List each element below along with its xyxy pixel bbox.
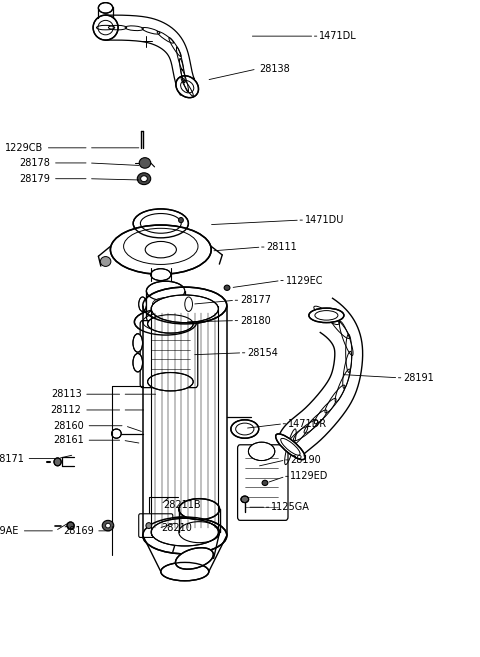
Text: 28191: 28191 bbox=[403, 373, 434, 383]
Ellipse shape bbox=[133, 334, 143, 352]
Text: 28112: 28112 bbox=[51, 405, 82, 415]
Ellipse shape bbox=[110, 225, 211, 275]
Ellipse shape bbox=[147, 315, 193, 333]
Ellipse shape bbox=[151, 518, 218, 546]
Text: 28154: 28154 bbox=[247, 348, 278, 358]
Ellipse shape bbox=[143, 517, 227, 554]
Ellipse shape bbox=[146, 281, 185, 301]
Text: 28190: 28190 bbox=[290, 455, 321, 465]
Ellipse shape bbox=[139, 158, 151, 168]
Ellipse shape bbox=[231, 420, 259, 438]
Ellipse shape bbox=[133, 353, 143, 372]
Ellipse shape bbox=[241, 496, 249, 503]
Text: 1471DU: 1471DU bbox=[305, 215, 344, 225]
Ellipse shape bbox=[179, 522, 219, 543]
Text: 1229CB: 1229CB bbox=[5, 143, 43, 153]
Text: 1125GA: 1125GA bbox=[271, 502, 310, 512]
Text: 28138: 28138 bbox=[259, 64, 290, 74]
Ellipse shape bbox=[224, 285, 230, 290]
Ellipse shape bbox=[262, 480, 268, 486]
Text: 28111: 28111 bbox=[266, 242, 297, 252]
Ellipse shape bbox=[249, 442, 275, 461]
Ellipse shape bbox=[151, 269, 171, 281]
Polygon shape bbox=[277, 298, 363, 455]
FancyBboxPatch shape bbox=[140, 321, 198, 388]
Ellipse shape bbox=[139, 297, 146, 311]
Text: 28178: 28178 bbox=[20, 158, 50, 168]
Ellipse shape bbox=[93, 15, 118, 40]
Text: 28160: 28160 bbox=[53, 420, 84, 431]
Text: 1129AE: 1129AE bbox=[0, 526, 19, 536]
Text: 28180: 28180 bbox=[240, 315, 271, 326]
FancyBboxPatch shape bbox=[139, 514, 173, 537]
Ellipse shape bbox=[102, 520, 114, 531]
Ellipse shape bbox=[100, 256, 111, 267]
Text: 28169: 28169 bbox=[63, 526, 94, 536]
Text: 28113: 28113 bbox=[51, 389, 82, 399]
Ellipse shape bbox=[98, 3, 113, 13]
Ellipse shape bbox=[179, 217, 183, 223]
FancyBboxPatch shape bbox=[238, 445, 288, 520]
Ellipse shape bbox=[146, 307, 185, 327]
Text: 28210: 28210 bbox=[161, 523, 192, 533]
Ellipse shape bbox=[134, 309, 197, 335]
Text: 28161: 28161 bbox=[53, 435, 84, 445]
Text: 28171: 28171 bbox=[0, 453, 24, 464]
Ellipse shape bbox=[133, 209, 188, 238]
Ellipse shape bbox=[185, 297, 192, 311]
Text: 28177: 28177 bbox=[240, 295, 271, 306]
Text: 28179: 28179 bbox=[20, 173, 50, 184]
Ellipse shape bbox=[111, 429, 121, 438]
Ellipse shape bbox=[309, 308, 344, 323]
Ellipse shape bbox=[276, 434, 305, 460]
Ellipse shape bbox=[146, 523, 152, 528]
Ellipse shape bbox=[106, 523, 110, 528]
Ellipse shape bbox=[151, 295, 218, 323]
Ellipse shape bbox=[179, 499, 219, 520]
Ellipse shape bbox=[176, 548, 213, 569]
Ellipse shape bbox=[161, 562, 209, 581]
Text: 28211B: 28211B bbox=[163, 499, 201, 510]
Polygon shape bbox=[106, 15, 194, 95]
Ellipse shape bbox=[141, 176, 147, 182]
Text: 1471DR: 1471DR bbox=[288, 419, 327, 429]
Ellipse shape bbox=[147, 373, 193, 391]
Ellipse shape bbox=[67, 522, 74, 530]
Text: 1129EC: 1129EC bbox=[286, 275, 323, 286]
Ellipse shape bbox=[54, 458, 61, 466]
Text: 1471DL: 1471DL bbox=[319, 31, 357, 41]
Ellipse shape bbox=[137, 173, 151, 185]
Ellipse shape bbox=[176, 76, 199, 98]
Text: 1129ED: 1129ED bbox=[290, 471, 329, 482]
Ellipse shape bbox=[143, 287, 227, 324]
